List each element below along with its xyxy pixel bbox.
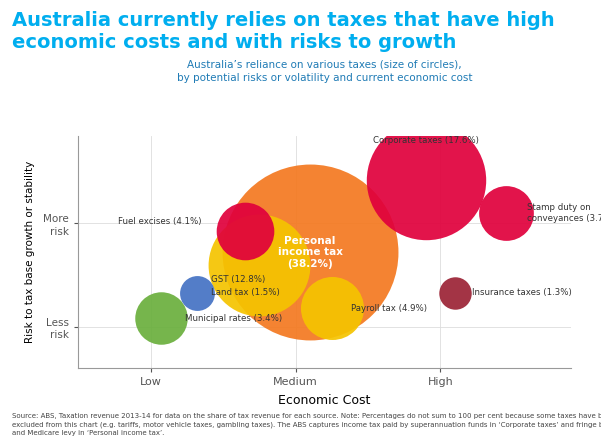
Point — [192, 289, 202, 296]
Text: Municipal rates (3.4%): Municipal rates (3.4%) — [185, 314, 282, 323]
Text: Corporate taxes (17.6%): Corporate taxes (17.6%) — [373, 136, 479, 145]
Point — [327, 304, 337, 311]
Point — [156, 315, 165, 322]
Point — [501, 210, 510, 217]
Text: Australia currently relies on taxes that have high: Australia currently relies on taxes that… — [12, 11, 555, 30]
Text: Fuel excises (4.1%): Fuel excises (4.1%) — [118, 217, 201, 226]
Text: Insurance taxes (1.3%): Insurance taxes (1.3%) — [472, 288, 572, 297]
Point — [254, 261, 264, 268]
Text: Australia’s reliance on various taxes (size of circles),
by potential risks or v: Australia’s reliance on various taxes (s… — [177, 59, 472, 83]
Point — [421, 177, 431, 184]
Text: Source: ABS, Taxation revenue 2013-14 for data on the share of tax revenue for e: Source: ABS, Taxation revenue 2013-14 fo… — [12, 413, 601, 436]
Text: Personal
income tax
(38.2%): Personal income tax (38.2%) — [278, 236, 343, 269]
Text: Stamp duty on
conveyances (3.7%): Stamp duty on conveyances (3.7%) — [528, 204, 601, 223]
Text: economic costs and with risks to growth: economic costs and with risks to growth — [12, 33, 456, 52]
Text: Land tax (1.5%): Land tax (1.5%) — [212, 288, 280, 297]
Y-axis label: Risk to tax base growth or stability: Risk to tax base growth or stability — [25, 161, 35, 343]
Text: GST (12.8%): GST (12.8%) — [212, 275, 266, 284]
Point — [305, 249, 315, 256]
Text: Payroll tax (4.9%): Payroll tax (4.9%) — [350, 304, 427, 313]
Point — [450, 289, 460, 296]
Point — [240, 227, 249, 234]
X-axis label: Economic Cost: Economic Cost — [278, 394, 371, 407]
